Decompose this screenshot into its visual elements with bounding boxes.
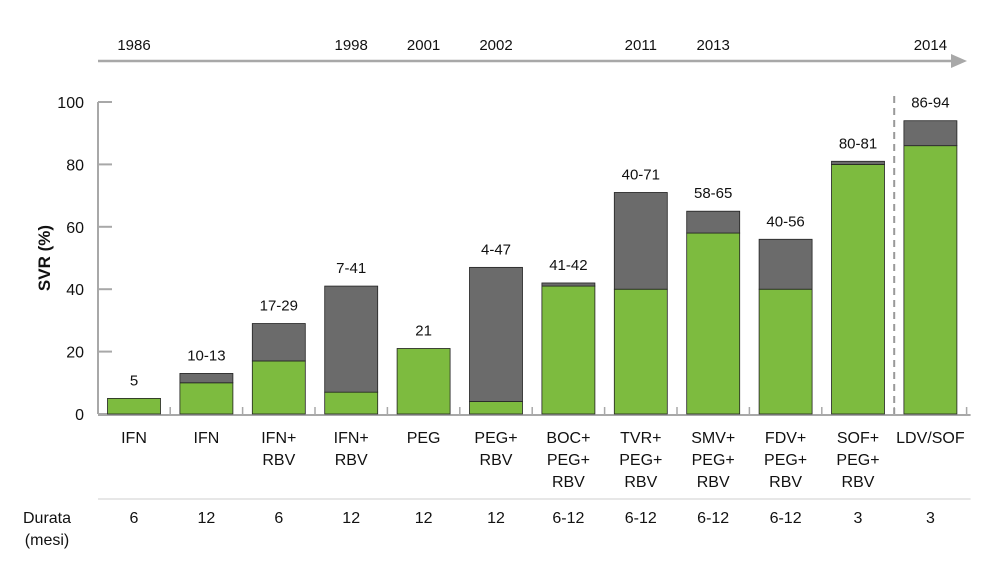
bar-value-label: 80-81 (839, 135, 877, 152)
bar-value-label: 40-71 (622, 166, 660, 183)
x-category-label: RBV (552, 474, 585, 491)
x-category-label: FDV+ (765, 430, 806, 447)
duration-value: 12 (198, 510, 216, 527)
duration-value: 6 (130, 510, 139, 527)
bar-value-label: 17-29 (260, 298, 298, 315)
y-tick-label: 20 (66, 345, 84, 362)
x-category-label: PEG+ (836, 452, 879, 469)
bar-series-1 (758, 288, 813, 415)
x-category-label: IFN (121, 430, 147, 447)
y-axis-title: SVR (%) (35, 225, 54, 291)
x-category-label: RBV (769, 474, 802, 491)
bar-value-label: 5 (130, 372, 138, 389)
x-category-label: RBV (480, 452, 513, 469)
timeline-year-label: 2013 (697, 37, 730, 54)
bar-value-label: 4-47 (481, 241, 511, 258)
x-category-label: LDV/SOF (896, 430, 965, 447)
bar-series-2 (541, 282, 596, 287)
x-category-label: RBV (262, 452, 295, 469)
bar-series-1 (903, 145, 958, 415)
bar-series-1 (613, 288, 668, 415)
bar-value-label: 41-42 (549, 257, 587, 274)
duration-value: 12 (487, 510, 505, 527)
duration-label: Durata (23, 510, 71, 527)
duration-unit-label: (mesi) (25, 532, 69, 549)
x-category-label: PEG+ (547, 452, 590, 469)
bar-series-2 (251, 323, 306, 362)
x-category-label: RBV (697, 474, 730, 491)
x-category-label: PEG+ (764, 452, 807, 469)
x-category-label: PEG (407, 430, 441, 447)
bar-series-1 (541, 285, 596, 415)
x-category-label: IFN (194, 430, 220, 447)
bar-series-2 (179, 373, 234, 384)
bar-series-2 (613, 192, 668, 290)
duration-value: 12 (342, 510, 360, 527)
x-category-label: IFN+ (261, 430, 296, 447)
x-category-label: PEG+ (474, 430, 517, 447)
x-category-label: SOF+ (837, 430, 879, 447)
x-category-label: RBV (842, 474, 875, 491)
bar-value-label: 40-56 (766, 213, 804, 230)
bar-value-label: 10-13 (187, 347, 225, 364)
bar-series-2 (324, 285, 379, 393)
y-tick-label: 100 (57, 95, 84, 112)
bar-value-label: 7-41 (336, 260, 366, 277)
timeline-year-label: 2014 (914, 37, 947, 54)
y-tick-label: 80 (66, 157, 84, 174)
bar-series-1 (396, 348, 451, 415)
bar-series-2 (903, 120, 958, 147)
y-tick-label: 40 (66, 282, 84, 299)
bar-value-label: 86-94 (911, 95, 949, 112)
timeline-year-label: 2001 (407, 37, 440, 54)
timeline-year-label: 2002 (479, 37, 512, 54)
timeline-year-label: 2011 (625, 37, 657, 54)
bar-series-1 (179, 382, 234, 415)
bar-value-label: 58-65 (694, 185, 732, 202)
duration-value: 3 (854, 510, 863, 527)
duration-value: 6-12 (770, 510, 802, 527)
x-category-label: IFN+ (334, 430, 369, 447)
bar-series-1 (686, 232, 741, 415)
bar-series-2 (469, 266, 523, 402)
duration-value: 6 (274, 510, 283, 527)
x-category-label: PEG+ (619, 452, 662, 469)
bar-series-1 (469, 401, 523, 415)
bar-series-1 (251, 360, 306, 415)
timeline-arrow-head (951, 54, 967, 68)
timeline-year-label: 1998 (335, 37, 368, 54)
duration-value: 12 (415, 510, 433, 527)
x-category-label: PEG+ (692, 452, 735, 469)
x-category-label: BOC+ (546, 430, 590, 447)
bar-series-1 (831, 163, 885, 415)
x-category-label: SMV+ (691, 430, 735, 447)
x-category-label: RBV (335, 452, 368, 469)
bar-series-1 (324, 391, 379, 415)
x-category-label: TVR+ (620, 430, 661, 447)
duration-value: 3 (926, 510, 935, 527)
timeline-year-label: 1986 (117, 37, 150, 54)
bar-series-2 (831, 160, 885, 165)
bar-value-label: 21 (415, 322, 432, 339)
bar-series-1 (107, 397, 161, 415)
y-tick-label: 0 (75, 407, 84, 424)
bar-series-2 (686, 210, 741, 234)
duration-value: 6-12 (697, 510, 729, 527)
x-category-label: RBV (624, 474, 657, 491)
duration-value: 6-12 (625, 510, 657, 527)
y-tick-label: 60 (66, 220, 84, 237)
duration-value: 6-12 (552, 510, 584, 527)
bar-series-2 (758, 238, 813, 290)
